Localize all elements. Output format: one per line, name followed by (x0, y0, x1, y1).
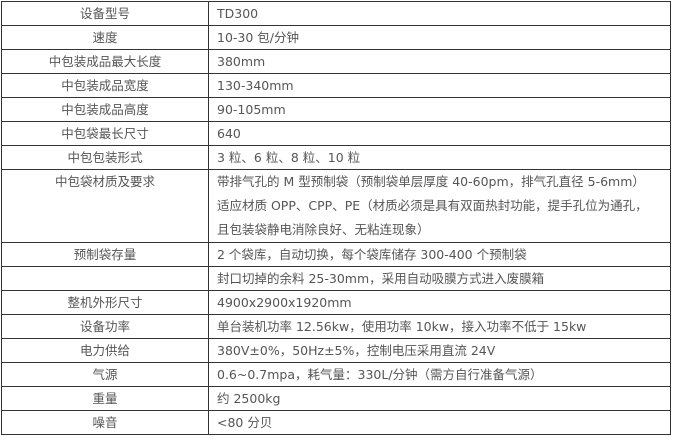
table-row: 中包袋最长尺寸 640 (1, 121, 671, 146)
spec-value-line: 带排气孔的 M 型预制袋（预制袋单层厚度 40-60pm，排气孔直径 5-6mm… (217, 174, 645, 189)
spec-value: 3 粒、6 粒、8 粒、10 粒 (208, 145, 671, 170)
table-row: 设备型号 TD300 (1, 1, 671, 26)
spec-value: 封口切掉的余料 25-30mm，采用自动吸膜方式进入废膜箱 (208, 266, 671, 291)
table-row: 设备功率 单台装机功率 12.56kw，使用功率 10kw，接入功率不低于 15… (1, 314, 671, 339)
spec-label: 气源 (1, 362, 209, 387)
table-row: 封口切掉的余料 25-30mm，采用自动吸膜方式进入废膜箱 (1, 266, 671, 291)
spec-label: 设备型号 (1, 1, 209, 26)
spec-label: 中包袋材质及要求 (1, 169, 209, 243)
spec-label: 速度 (1, 25, 209, 50)
spec-value: 4900x2900x1920mm (208, 290, 671, 315)
table-row: 预制袋存量 2 个袋库，自动切换，每个袋库储存 300-400 个预制袋 (1, 242, 671, 267)
spec-label: 中包装成品宽度 (1, 73, 209, 98)
table-row: 中包袋材质及要求 带排气孔的 M 型预制袋（预制袋单层厚度 40-60pm，排气… (1, 169, 671, 243)
spec-value: 带排气孔的 M 型预制袋（预制袋单层厚度 40-60pm，排气孔直径 5-6mm… (208, 169, 671, 243)
table-row: 中包装成品最大长度 380mm (1, 49, 671, 74)
spec-value-line: 且包装袋静电消除良好、无粘连现象） (217, 222, 430, 237)
spec-value: 380mm (208, 49, 671, 74)
table-row: 中包装成品宽度 130-340mm (1, 73, 671, 98)
table-row: 中包装成品高度 90-105mm (1, 97, 671, 122)
spec-label: 中包袋最长尺寸 (1, 121, 209, 146)
table-row: 噪音 <80 分贝 (1, 410, 671, 435)
spec-label: 预制袋存量 (1, 242, 209, 267)
spec-label (1, 266, 209, 291)
spec-value: 2 个袋库，自动切换，每个袋库储存 300-400 个预制袋 (208, 242, 671, 267)
spec-value: 130-340mm (208, 73, 671, 98)
spec-label: 整机外形尺寸 (1, 290, 209, 315)
table-row: 整机外形尺寸 4900x2900x1920mm (1, 290, 671, 315)
spec-label: 重量 (1, 386, 209, 411)
spec-label: 中包装成品最大长度 (1, 49, 209, 74)
spec-value: TD300 (208, 1, 671, 26)
spec-value: 约 2500kg (208, 386, 671, 411)
spec-label: 电力供给 (1, 338, 209, 363)
spec-value: 380V±0%，50Hz±5%，控制电压采用直流 24V (208, 338, 671, 363)
spec-value-line: 适应材质 OPP、CPP、PE（材质必须是具有双面热封功能，提手孔位为通孔， (217, 198, 648, 213)
table-row: 速度 10-30 包/分钟 (1, 25, 671, 50)
table-row: 电力供给 380V±0%，50Hz±5%，控制电压采用直流 24V (1, 338, 671, 363)
spec-value: 0.6~0.7mpa，耗气量：330L/分钟（需方自行准备气源） (208, 362, 671, 387)
spec-value: <80 分贝 (208, 410, 671, 435)
table-row: 气源 0.6~0.7mpa，耗气量：330L/分钟（需方自行准备气源） (1, 362, 671, 387)
spec-label: 中包包装形式 (1, 145, 209, 170)
table-row: 重量 约 2500kg (1, 386, 671, 411)
spec-value: 640 (208, 121, 671, 146)
spec-value: 10-30 包/分钟 (208, 25, 671, 50)
spec-value: 90-105mm (208, 97, 671, 122)
spec-value: 单台装机功率 12.56kw，使用功率 10kw，接入功率不低于 15kw (208, 314, 671, 339)
spec-label: 噪音 (1, 410, 209, 435)
spec-label: 中包装成品高度 (1, 97, 209, 122)
spec-label: 设备功率 (1, 314, 209, 339)
table-row: 中包包装形式 3 粒、6 粒、8 粒、10 粒 (1, 145, 671, 170)
